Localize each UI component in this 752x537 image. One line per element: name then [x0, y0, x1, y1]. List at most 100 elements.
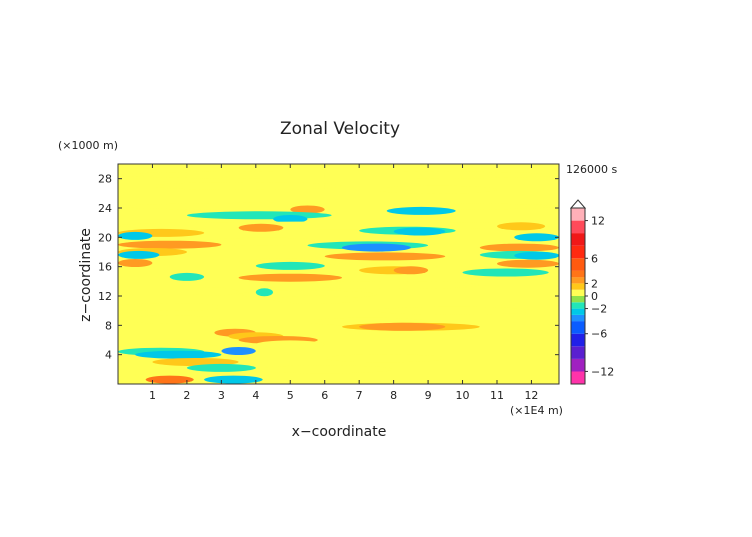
- contour-band-25: [514, 251, 559, 260]
- colorbar-level-14: [571, 245, 585, 259]
- contour-band-17: [118, 240, 222, 249]
- contour-band-12: [393, 227, 446, 236]
- colorbar-level-13: [571, 258, 585, 271]
- colorbar-level-0: [571, 371, 585, 384]
- colorbar-level-3: [571, 333, 585, 347]
- colorbar-level-4: [571, 321, 585, 334]
- x-tick-label-2: 2: [183, 389, 190, 402]
- contour-band-10: [496, 222, 546, 231]
- x-tick-label-9: 9: [425, 389, 432, 402]
- y-tick-label-28: 28: [98, 173, 112, 186]
- contour-band-41: [376, 306, 532, 315]
- contour-band-8: [118, 221, 559, 230]
- x-tick-label-11: 11: [490, 389, 504, 402]
- y-tick-label-4: 4: [105, 349, 112, 362]
- contour-band-54: [324, 354, 446, 363]
- contour-band-49: [255, 340, 325, 349]
- colorbar-level-15: [571, 233, 585, 246]
- colorbar-tick-label-0: 12: [591, 215, 605, 228]
- plot-area: [117, 163, 560, 385]
- contour-band-34: [169, 272, 205, 281]
- contour-band-22: [118, 250, 160, 259]
- contour-band-40: [118, 303, 222, 311]
- y-tick-label-16: 16: [98, 261, 112, 274]
- contour-band-53: [221, 347, 256, 355]
- contour-band-57: [255, 365, 394, 374]
- colorbar-tick-label-5: −6: [591, 328, 607, 341]
- contour-band-15: [514, 233, 559, 242]
- contour-band-56: [186, 363, 256, 372]
- colorbar-tick-label-3: 0: [591, 290, 598, 303]
- contour-band-33: [238, 273, 342, 282]
- x-tick-label-1: 1: [149, 389, 156, 402]
- colorbar-level-2: [571, 346, 585, 359]
- x-tick-label-8: 8: [390, 389, 397, 402]
- colorbar-level-5: [571, 314, 585, 322]
- contour-band-39: [273, 295, 360, 304]
- contour-band-59: [145, 375, 194, 384]
- x-tick-label-4: 4: [252, 389, 259, 402]
- y-tick-label-8: 8: [105, 319, 112, 332]
- contour-band-23: [324, 252, 446, 261]
- plot-frame: [117, 163, 560, 385]
- colorbar-tick-label-2: 2: [591, 277, 598, 290]
- colorbar-overflow-arrow: [569, 199, 587, 209]
- contour-band-42: [118, 315, 222, 324]
- contour-band-20: [479, 243, 559, 252]
- contour-band-4: [290, 205, 325, 214]
- contour-band-32: [462, 268, 549, 277]
- y-axis-unit: (×1000 m): [58, 139, 118, 152]
- contour-band-7: [273, 215, 308, 223]
- colorbar: 12 6 20−2 −6 −12: [569, 199, 614, 385]
- contour-band-28: [497, 259, 559, 268]
- x-axis-ticks: 1 2 3 4 5 6 7 8 9 10 11 12: [149, 164, 538, 402]
- x-tick-label-12: 12: [524, 389, 538, 402]
- contour-band-3: [118, 202, 559, 211]
- contour-bands: [118, 171, 559, 384]
- contour-band-2: [376, 185, 498, 194]
- contour-band-6: [186, 211, 332, 220]
- colorbar-level-12: [571, 270, 585, 278]
- contour-band-29: [255, 261, 325, 270]
- colorbar-level-17: [571, 208, 585, 221]
- colorbar-tick-label-6: −12: [591, 365, 614, 378]
- colorbar-level-1: [571, 358, 585, 372]
- colorbar-level-16: [571, 220, 585, 234]
- colorbar-level-6: [571, 308, 585, 315]
- colorbar-tick-label-4: −2: [591, 303, 607, 316]
- colorbar-level-7: [571, 302, 585, 309]
- x-axis-unit: (×1E4 m): [510, 404, 563, 417]
- contour-band-36: [186, 287, 239, 296]
- contour-band-60: [204, 375, 263, 384]
- contour-band-16: [204, 237, 325, 246]
- y-tick-label-12: 12: [98, 290, 112, 303]
- colorbar-level-11: [571, 277, 585, 284]
- colorbar-level-9: [571, 289, 585, 296]
- x-tick-label-3: 3: [218, 389, 225, 402]
- colorbar-level-8: [571, 296, 585, 303]
- contour-band-38: [255, 288, 273, 297]
- y-axis-label: z−coordinate: [78, 228, 94, 322]
- x-tick-label-10: 10: [456, 389, 470, 402]
- x-tick-label-5: 5: [287, 389, 294, 402]
- contour-band-0: [118, 171, 559, 179]
- y-tick-label-20: 20: [98, 231, 112, 244]
- contour-band-9: [238, 223, 284, 232]
- x-axis-label: x−coordinate: [292, 424, 387, 440]
- contour-band-52: [135, 350, 222, 359]
- contour-band-31: [393, 266, 429, 275]
- colorbar-level-10: [571, 283, 585, 290]
- contour-band-27: [118, 259, 153, 267]
- y-tick-label-24: 24: [98, 202, 112, 215]
- colorbar-tick-label-1: 6: [591, 252, 598, 265]
- contour-band-19: [341, 243, 411, 252]
- contour-band-1: [152, 182, 342, 190]
- contour-band-5: [386, 206, 456, 215]
- contour-band-14: [118, 231, 153, 240]
- contour-band-45: [359, 322, 446, 331]
- time-label: 126000 s: [566, 163, 617, 176]
- x-tick-label-6: 6: [321, 389, 328, 402]
- x-tick-label-7: 7: [356, 389, 363, 402]
- y-axis-ticks: 4 8 12 16 20 24 28: [98, 173, 559, 362]
